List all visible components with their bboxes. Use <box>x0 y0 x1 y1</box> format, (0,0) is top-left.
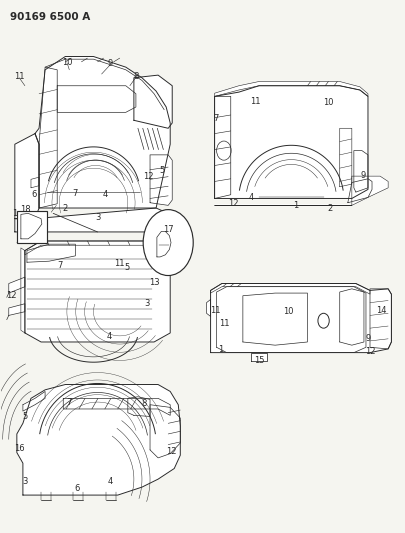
Polygon shape <box>251 353 267 361</box>
Text: 1: 1 <box>293 201 298 211</box>
Text: 10: 10 <box>283 306 293 316</box>
Polygon shape <box>15 219 39 232</box>
Polygon shape <box>150 405 180 458</box>
Polygon shape <box>23 391 45 411</box>
Text: 3: 3 <box>22 477 28 486</box>
Text: 4: 4 <box>106 332 111 341</box>
Text: 2: 2 <box>327 204 333 213</box>
Polygon shape <box>57 86 136 112</box>
Text: 18: 18 <box>20 205 31 214</box>
Polygon shape <box>243 293 307 345</box>
Text: 3: 3 <box>144 299 149 308</box>
Text: 10: 10 <box>323 98 334 107</box>
Polygon shape <box>128 397 150 416</box>
Polygon shape <box>370 289 391 349</box>
Text: 15: 15 <box>255 356 265 365</box>
Polygon shape <box>348 179 372 203</box>
Text: 5: 5 <box>124 263 129 272</box>
Polygon shape <box>21 213 42 239</box>
Text: 1: 1 <box>218 345 224 354</box>
Polygon shape <box>134 75 172 128</box>
Text: 90169 6500 A: 90169 6500 A <box>10 12 90 22</box>
Text: 7: 7 <box>213 114 219 123</box>
Text: 14: 14 <box>376 306 386 315</box>
Polygon shape <box>39 67 57 208</box>
Text: 3: 3 <box>96 213 101 222</box>
Polygon shape <box>211 284 391 353</box>
Text: 6: 6 <box>31 190 36 199</box>
Text: 8: 8 <box>133 71 139 80</box>
Text: 1: 1 <box>12 209 17 218</box>
Polygon shape <box>21 248 25 333</box>
Text: 12: 12 <box>365 347 375 356</box>
Circle shape <box>318 313 329 328</box>
Polygon shape <box>207 300 211 317</box>
Text: 11: 11 <box>251 97 261 106</box>
Text: 12: 12 <box>6 290 17 300</box>
Circle shape <box>217 141 231 160</box>
Text: 11: 11 <box>115 260 125 268</box>
Text: 11: 11 <box>220 319 230 328</box>
Text: 12: 12 <box>143 172 153 181</box>
Text: 11: 11 <box>14 71 25 80</box>
Polygon shape <box>35 56 170 208</box>
Polygon shape <box>31 177 39 188</box>
Polygon shape <box>63 398 170 415</box>
Polygon shape <box>150 155 172 205</box>
Polygon shape <box>25 241 170 256</box>
Polygon shape <box>217 287 366 353</box>
Polygon shape <box>35 208 168 232</box>
Text: 4: 4 <box>248 193 254 202</box>
Text: 9: 9 <box>360 171 366 180</box>
Text: 9: 9 <box>365 334 371 343</box>
Text: 4: 4 <box>108 477 113 486</box>
Text: 16: 16 <box>14 444 25 453</box>
Text: 6: 6 <box>74 484 79 493</box>
Polygon shape <box>215 176 388 205</box>
Text: 5: 5 <box>160 166 165 175</box>
Text: 12: 12 <box>228 199 239 208</box>
Text: 7: 7 <box>66 398 71 407</box>
Polygon shape <box>211 284 370 294</box>
Polygon shape <box>215 82 368 96</box>
Text: 12: 12 <box>166 447 177 456</box>
Text: 8: 8 <box>142 399 147 408</box>
Polygon shape <box>15 134 39 219</box>
Text: 5: 5 <box>22 412 28 421</box>
Text: 17: 17 <box>163 225 173 234</box>
Text: 7: 7 <box>72 189 78 198</box>
Text: 9: 9 <box>108 59 113 68</box>
Text: 7: 7 <box>58 261 63 270</box>
Polygon shape <box>215 86 368 198</box>
Polygon shape <box>340 289 364 345</box>
Polygon shape <box>340 128 352 187</box>
Polygon shape <box>27 244 75 262</box>
Polygon shape <box>9 304 25 316</box>
Polygon shape <box>25 241 170 342</box>
Text: 4: 4 <box>103 190 108 199</box>
Polygon shape <box>17 384 180 495</box>
Polygon shape <box>9 277 25 293</box>
Polygon shape <box>354 151 368 192</box>
Text: 11: 11 <box>210 305 221 314</box>
Circle shape <box>143 209 193 276</box>
Text: 2: 2 <box>63 204 68 213</box>
Text: 10: 10 <box>62 58 72 67</box>
Text: 13: 13 <box>149 278 160 287</box>
Polygon shape <box>215 96 231 198</box>
FancyBboxPatch shape <box>17 211 47 243</box>
